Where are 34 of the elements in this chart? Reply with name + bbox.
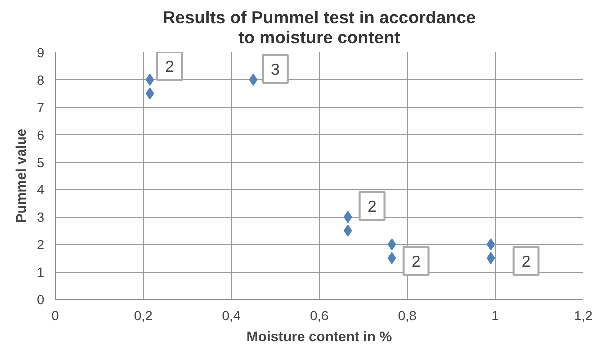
point [486, 252, 496, 264]
x-tick-label: 0 [52, 308, 60, 324]
point [249, 74, 258, 86]
chart-title: Results of Pummel test in accordance to moisture content [163, 8, 476, 48]
y-tick-label: 1 [37, 265, 45, 280]
point [344, 211, 352, 224]
x-tick-label: 0,8 [398, 308, 417, 324]
y-tick-label: 3 [37, 210, 45, 226]
annotation: 3 [271, 62, 280, 79]
y-axis-title: Pummel value [13, 128, 30, 224]
point [486, 238, 496, 251]
x-tick-label: 1,2 [574, 308, 593, 324]
x-tick-label: 0,6 [310, 308, 329, 324]
point [146, 88, 154, 100]
y-tick-label: 8 [37, 72, 45, 88]
point [344, 224, 352, 237]
point [388, 238, 396, 251]
x-tick-label: 0,4 [222, 308, 242, 324]
y-tick-label: 0 [37, 292, 45, 308]
y-tick-label: 2 [37, 238, 45, 253]
x-tick-label: 0,2 [134, 308, 153, 324]
x-axis-title: Moisture content in % [246, 328, 393, 344]
annotation: 2 [368, 199, 377, 216]
annotation: 2 [412, 254, 421, 272]
x-tick-label: 1 [492, 308, 500, 324]
annotation: 2 [165, 59, 174, 76]
point [388, 252, 396, 264]
y-tick-label: 9 [37, 46, 45, 60]
y-tick-label: 4 [37, 182, 46, 198]
y-tick-label: 7 [37, 100, 45, 116]
annotation: 2 [522, 254, 531, 272]
y-tick-label: 6 [37, 128, 45, 143]
point [146, 74, 154, 86]
y-tick-label: 5 [37, 155, 45, 170]
